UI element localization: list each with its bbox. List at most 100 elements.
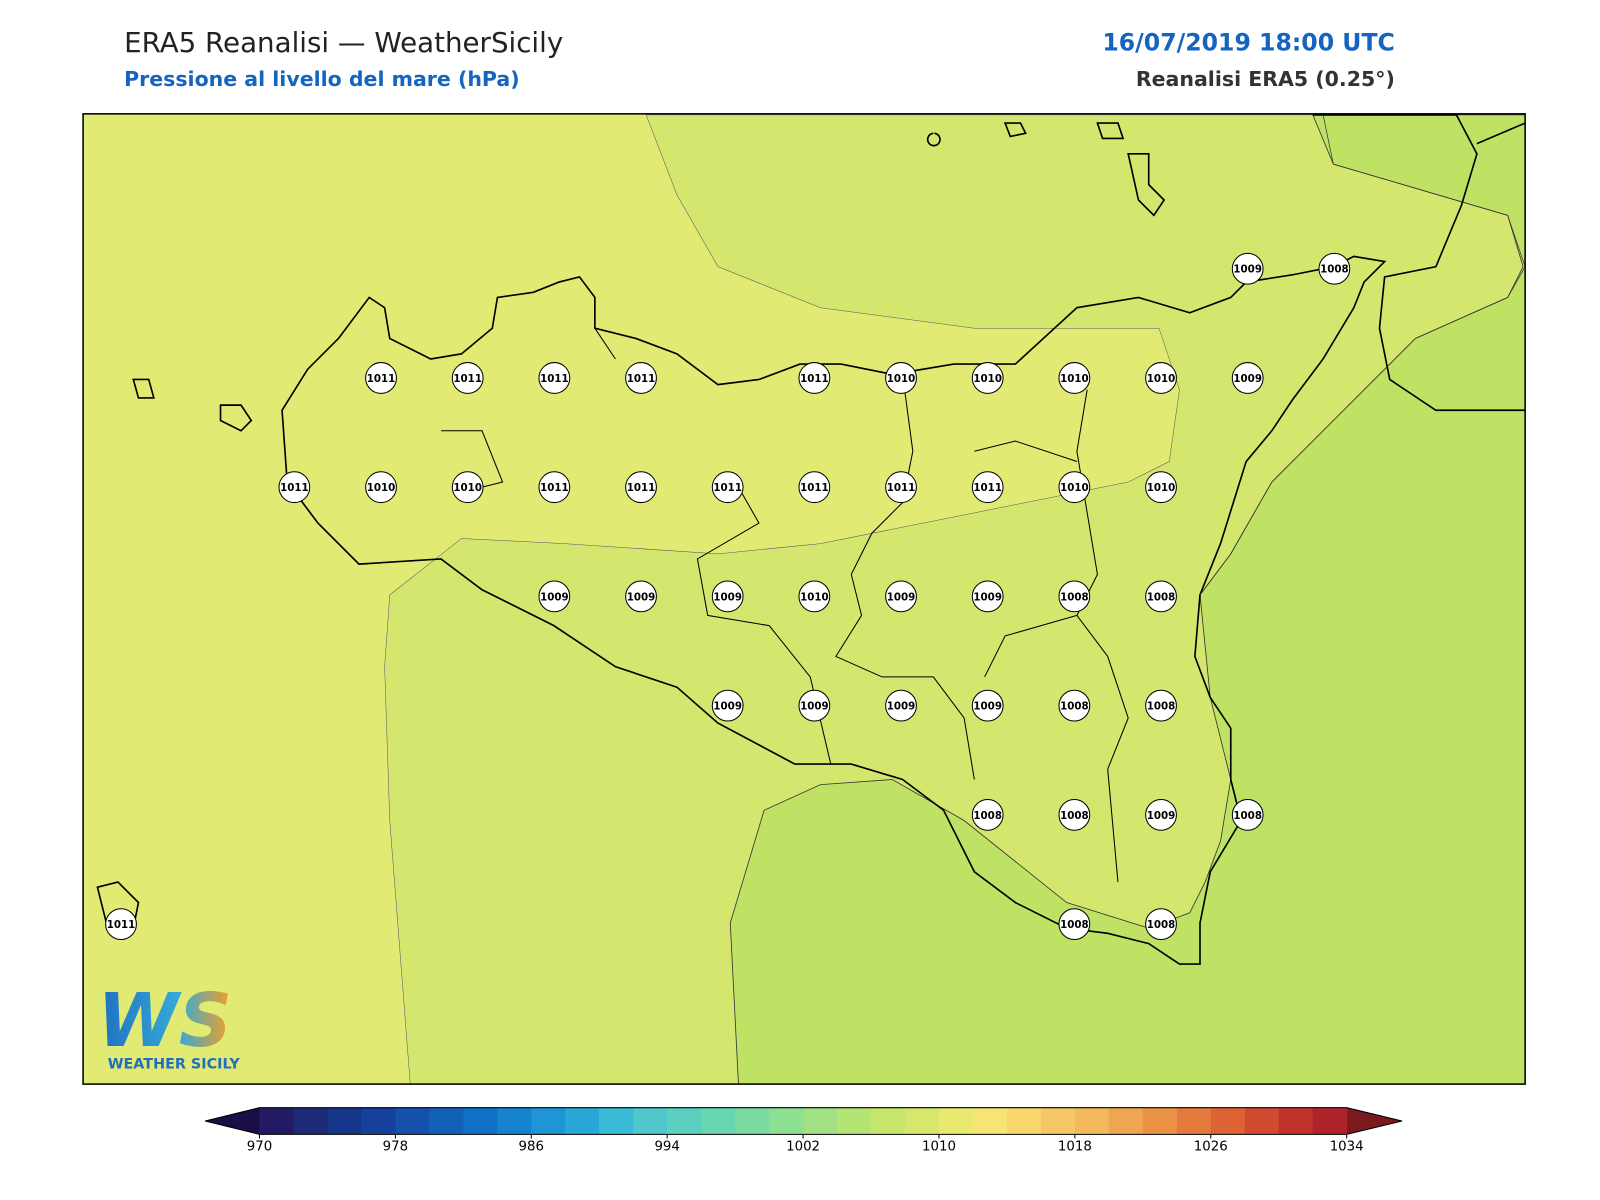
logo: WS WEATHER SICILY xyxy=(97,978,240,1073)
station-marker xyxy=(538,362,571,394)
station-marker xyxy=(1145,798,1177,831)
colorbar-tick-label: 1010 xyxy=(922,1140,956,1155)
station-value: 1008 xyxy=(1233,810,1262,822)
station-marker xyxy=(798,689,831,722)
station-marker xyxy=(1145,362,1177,394)
station-marker xyxy=(1058,798,1091,831)
station-marker xyxy=(538,580,571,613)
station-value: 1008 xyxy=(1320,264,1349,276)
colorbar-bin xyxy=(259,1107,294,1135)
colorbar-bin xyxy=(735,1107,770,1135)
logo-text: WEATHER SICILY xyxy=(108,1057,241,1073)
station-marker xyxy=(1058,580,1091,613)
datetime: 16/07/2019 18:00 UTC xyxy=(1102,29,1394,57)
station-value: 1009 xyxy=(1233,264,1262,276)
station-value: 1010 xyxy=(453,482,482,494)
station-value: 1008 xyxy=(1060,701,1089,713)
station-value: 1008 xyxy=(1147,591,1176,603)
colorbar-under xyxy=(205,1107,260,1135)
station-value: 1011 xyxy=(627,482,656,494)
station-marker xyxy=(1058,689,1091,722)
stations: 1009 1008 1011 1011 1011 1011 1011 1010 1010 1010… xyxy=(105,252,1351,940)
station-marker xyxy=(1231,798,1264,831)
colorbar-bin xyxy=(905,1107,940,1135)
station-marker xyxy=(625,471,657,504)
station-marker xyxy=(971,580,1004,613)
colorbar-bin xyxy=(972,1107,1008,1135)
station-value: 1010 xyxy=(973,373,1002,385)
station-marker xyxy=(105,908,137,940)
colorbar-bin xyxy=(463,1107,498,1135)
colorbar-bin xyxy=(1142,1107,1178,1135)
station-marker xyxy=(1318,252,1351,285)
station-value: 1011 xyxy=(367,373,396,385)
station-value: 1010 xyxy=(800,591,829,603)
station-marker xyxy=(798,362,831,394)
source: Reanalisi ERA5 (0.25°) xyxy=(1136,67,1395,91)
station-marker xyxy=(971,471,1004,504)
colorbar-bin xyxy=(1244,1107,1280,1135)
station-marker xyxy=(798,471,831,504)
station-marker xyxy=(365,471,397,504)
station-value: 1011 xyxy=(800,373,829,385)
subtitle: Pressione al livello del mare (hPa) xyxy=(124,67,520,91)
colorbar-bin xyxy=(701,1107,736,1135)
coastline xyxy=(96,114,1526,930)
colorbar-tick-label: 970 xyxy=(247,1140,272,1155)
station-value: 1011 xyxy=(887,482,916,494)
colorbar-bin xyxy=(803,1107,838,1135)
station-marker xyxy=(451,471,484,504)
colorbar-bin xyxy=(633,1107,668,1135)
station-marker xyxy=(711,580,744,613)
colorbar-bin xyxy=(837,1107,872,1135)
station-value: 1009 xyxy=(540,591,569,603)
station-value: 1008 xyxy=(1147,919,1176,931)
station-value: 1011 xyxy=(973,482,1002,494)
colorbar-bin xyxy=(599,1107,634,1135)
station-value: 1010 xyxy=(1060,482,1089,494)
map-frame xyxy=(82,113,1526,1085)
station-marker xyxy=(538,471,571,504)
colorbar-tick-label: 1026 xyxy=(1194,1140,1228,1155)
station-value: 1010 xyxy=(1147,373,1176,385)
station-marker xyxy=(278,471,311,504)
station-marker xyxy=(365,362,397,394)
station-value: 1011 xyxy=(627,373,656,385)
station-value: 1010 xyxy=(367,482,396,494)
station-value: 1009 xyxy=(887,591,916,603)
station-value: 1009 xyxy=(1147,810,1176,822)
colorbar-bin xyxy=(1210,1107,1246,1135)
station-value: 1009 xyxy=(713,591,742,603)
colorbar-tick-label: 978 xyxy=(383,1140,408,1155)
colorbar-bin xyxy=(1074,1107,1110,1135)
station-value: 1008 xyxy=(1147,701,1176,713)
station-marker xyxy=(1231,362,1264,394)
station-value: 1008 xyxy=(1060,810,1089,822)
station-marker xyxy=(711,689,744,722)
colorbar-bin xyxy=(327,1107,362,1135)
station-value: 1009 xyxy=(800,701,829,713)
colorbar-bin xyxy=(667,1107,702,1135)
station-marker xyxy=(1058,471,1091,504)
colorbar-bin xyxy=(1108,1107,1144,1135)
colorbar-bin xyxy=(1312,1107,1348,1135)
station-marker xyxy=(885,471,917,504)
station-marker xyxy=(798,580,831,613)
colorbar-bin xyxy=(1040,1107,1076,1135)
station-value: 1011 xyxy=(800,482,829,494)
station-value: 1009 xyxy=(887,701,916,713)
station-value: 1011 xyxy=(280,482,309,494)
station-marker xyxy=(1145,908,1177,940)
station-value: 1009 xyxy=(1233,373,1262,385)
colorbar-tick-label: 1002 xyxy=(786,1140,820,1155)
station-marker xyxy=(971,798,1004,831)
colorbar-tick-label: 1018 xyxy=(1058,1140,1092,1155)
station-marker xyxy=(1058,362,1091,394)
colorbar-bin xyxy=(938,1107,974,1135)
colorbar-bin xyxy=(769,1107,804,1135)
station-marker xyxy=(625,580,657,613)
colorbar-bin xyxy=(871,1107,906,1135)
colorbar-bin xyxy=(361,1107,396,1135)
station-marker xyxy=(971,362,1004,394)
contour-line xyxy=(1199,114,1526,596)
